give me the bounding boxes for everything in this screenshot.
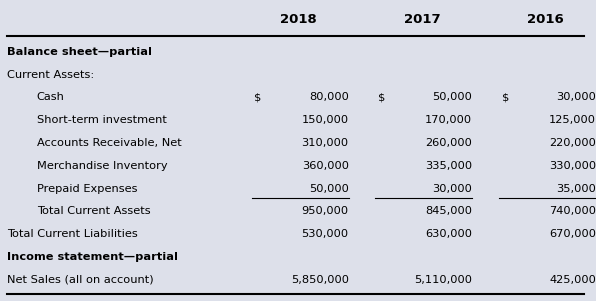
Text: 2016: 2016 (527, 13, 564, 26)
Text: 220,000: 220,000 (549, 138, 596, 148)
Text: 425,000: 425,000 (549, 275, 596, 285)
Text: Cash: Cash (37, 92, 64, 102)
Text: 360,000: 360,000 (302, 161, 349, 171)
Text: 310,000: 310,000 (302, 138, 349, 148)
Text: 670,000: 670,000 (549, 229, 596, 239)
Text: Total Current Liabilities: Total Current Liabilities (7, 229, 138, 239)
Text: 125,000: 125,000 (549, 115, 596, 125)
Text: 530,000: 530,000 (302, 229, 349, 239)
Text: 30,000: 30,000 (432, 184, 472, 194)
Text: 150,000: 150,000 (302, 115, 349, 125)
Text: 335,000: 335,000 (425, 161, 472, 171)
Text: Net Sales (all on account): Net Sales (all on account) (7, 275, 154, 285)
Text: 170,000: 170,000 (425, 115, 472, 125)
Text: 950,000: 950,000 (302, 206, 349, 216)
Text: 330,000: 330,000 (549, 161, 596, 171)
Text: 35,000: 35,000 (556, 184, 596, 194)
Text: Short-term investment: Short-term investment (37, 115, 166, 125)
Text: 50,000: 50,000 (309, 184, 349, 194)
Text: 5,110,000: 5,110,000 (414, 275, 472, 285)
Text: 2018: 2018 (280, 13, 317, 26)
Text: 260,000: 260,000 (426, 138, 472, 148)
Text: $: $ (378, 92, 386, 102)
Text: 80,000: 80,000 (309, 92, 349, 102)
Text: Merchandise Inventory: Merchandise Inventory (37, 161, 167, 171)
Text: Balance sheet—partial: Balance sheet—partial (7, 47, 152, 57)
Text: 50,000: 50,000 (432, 92, 472, 102)
Text: Prepaid Expenses: Prepaid Expenses (37, 184, 137, 194)
Text: Current Assets:: Current Assets: (7, 70, 95, 80)
Text: 845,000: 845,000 (426, 206, 472, 216)
Text: 630,000: 630,000 (426, 229, 472, 239)
Text: Income statement—partial: Income statement—partial (7, 252, 178, 262)
Text: $: $ (254, 92, 262, 102)
Text: 2017: 2017 (404, 13, 440, 26)
Text: Accounts Receivable, Net: Accounts Receivable, Net (37, 138, 181, 148)
Text: 740,000: 740,000 (549, 206, 596, 216)
Text: 5,850,000: 5,850,000 (291, 275, 349, 285)
Text: $: $ (502, 92, 509, 102)
Text: 30,000: 30,000 (556, 92, 596, 102)
Text: Total Current Assets: Total Current Assets (37, 206, 150, 216)
